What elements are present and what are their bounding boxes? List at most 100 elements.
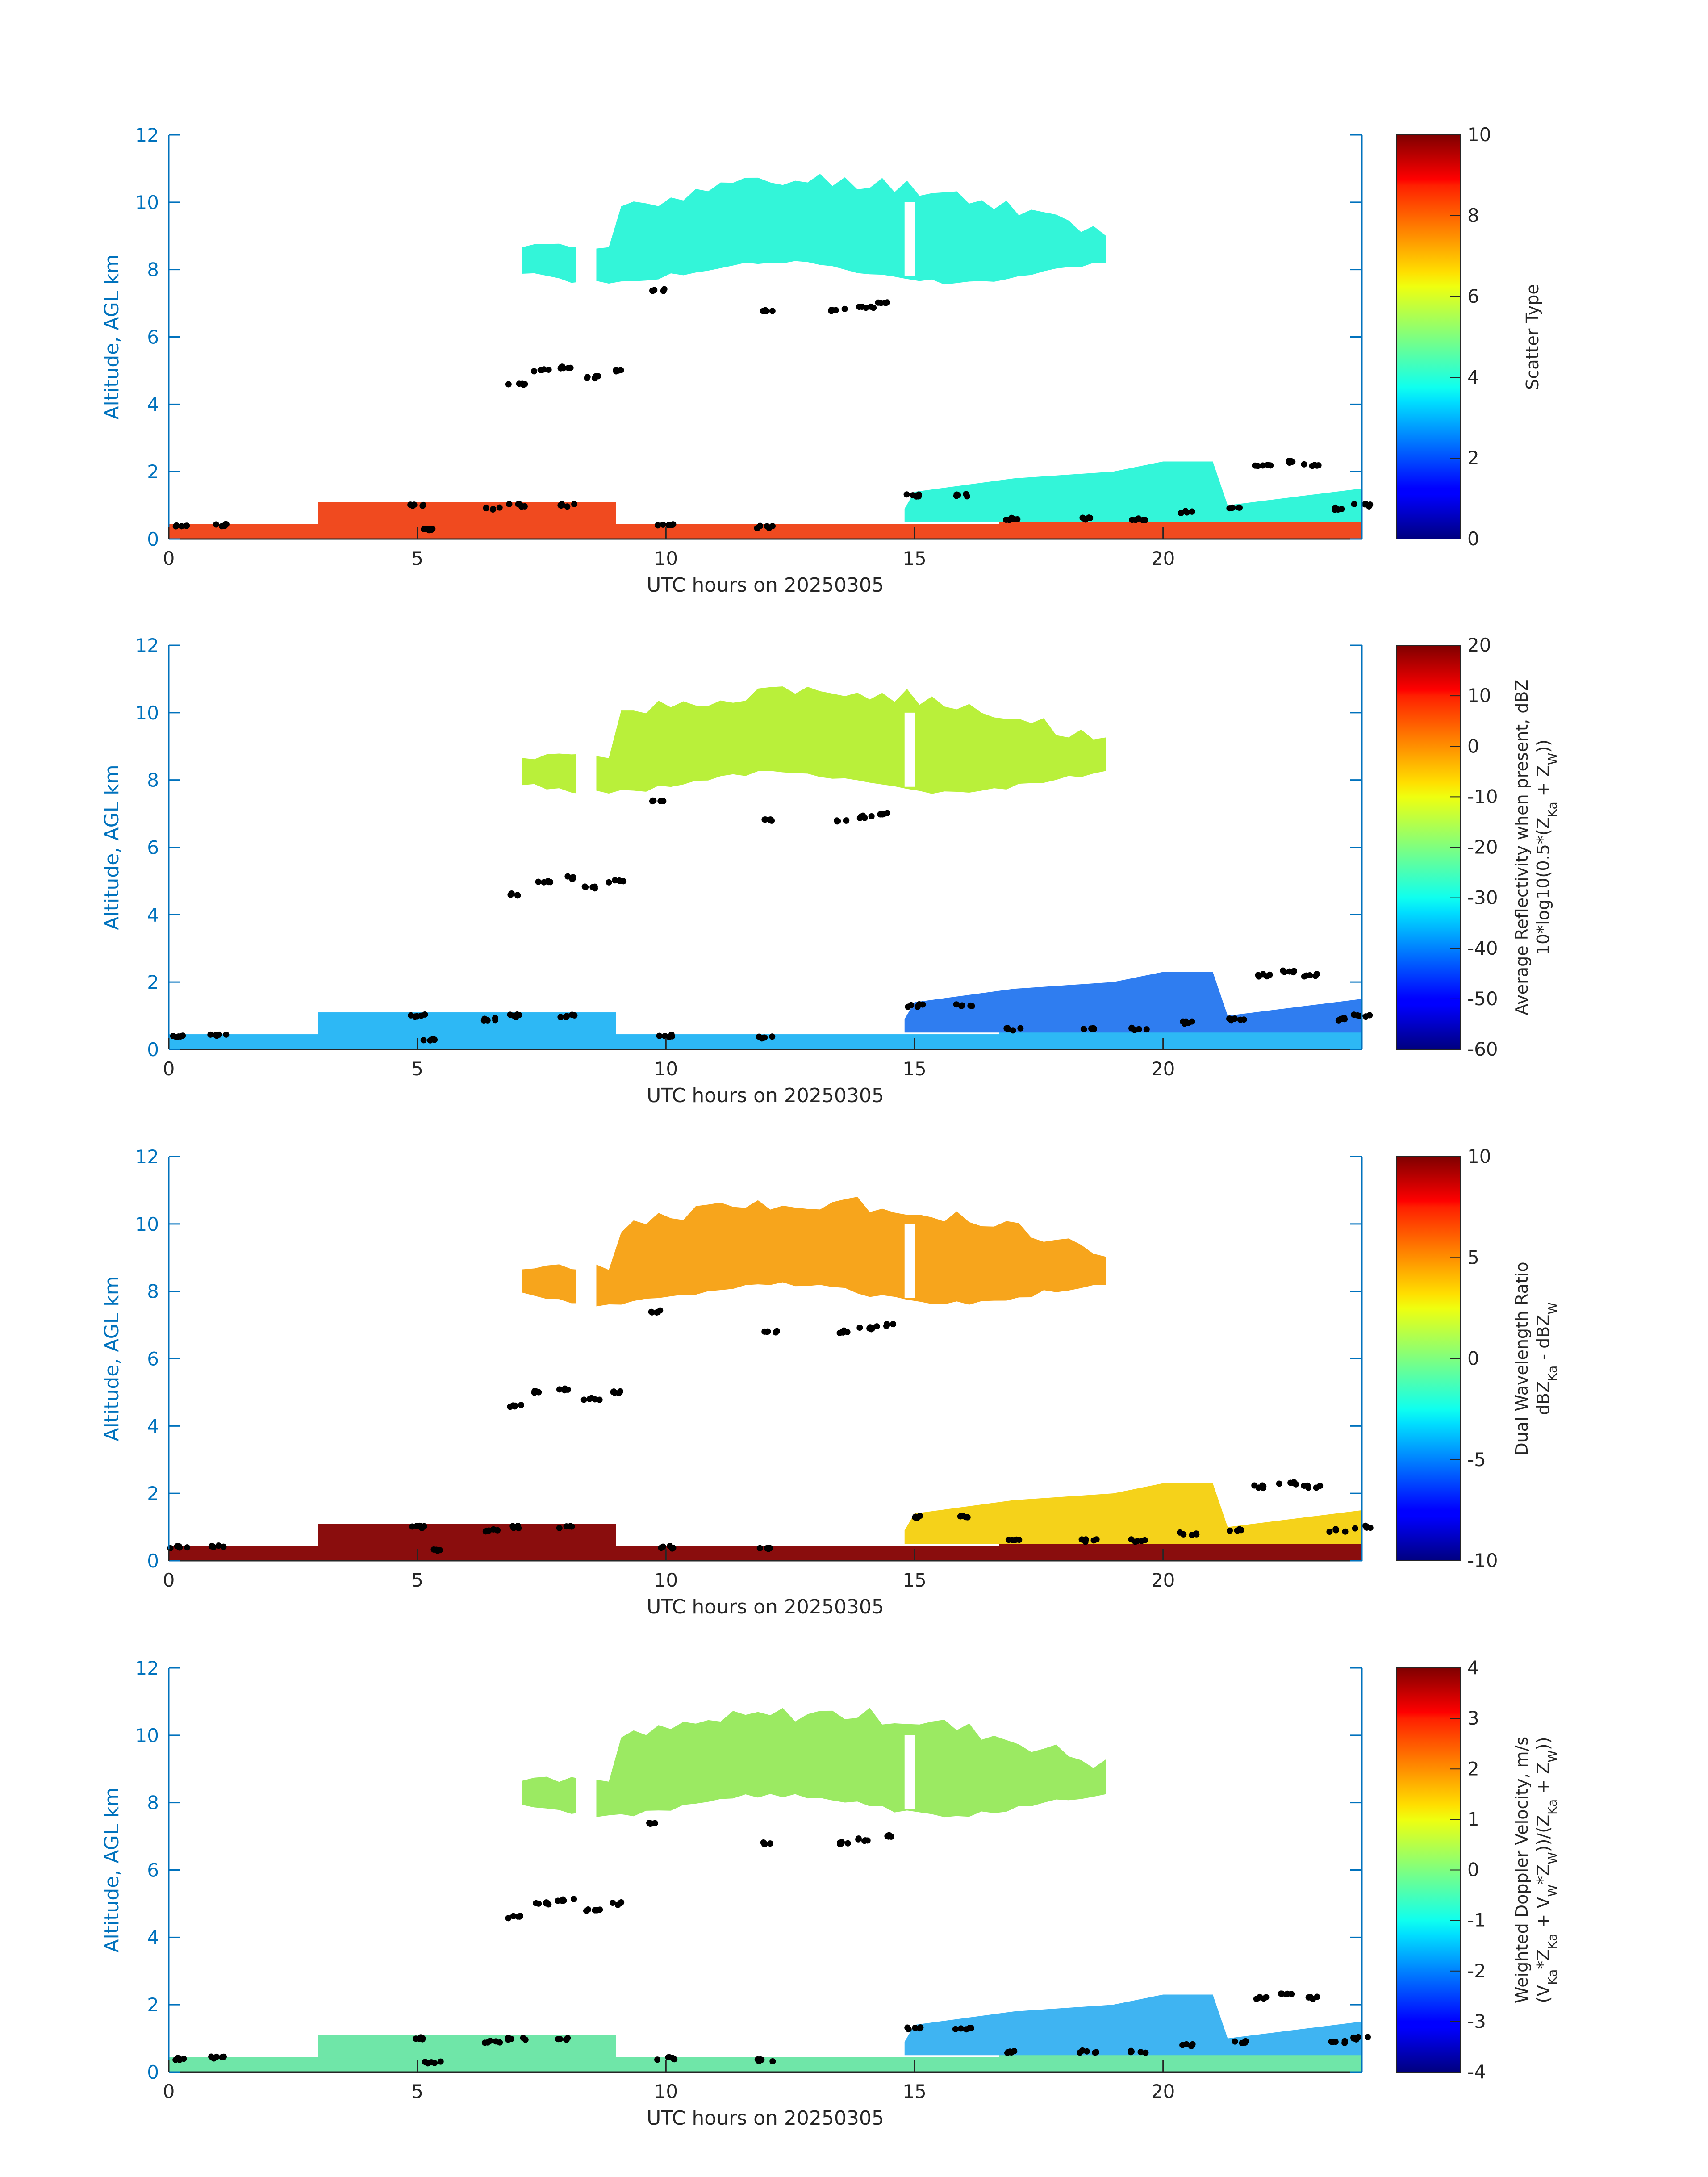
- cloud-base-point: [1189, 1018, 1195, 1025]
- cloud-base-point: [1288, 459, 1295, 465]
- cloud-base-point: [184, 1544, 191, 1551]
- y-tick-label: 2: [147, 461, 159, 483]
- x-tick-label: 0: [163, 547, 175, 569]
- colorbar-tick-label: -60: [1467, 1038, 1498, 1060]
- y-tick-label: 8: [147, 259, 159, 281]
- colorbar-tick-label: 5: [1467, 1246, 1479, 1268]
- cloud-base-point: [180, 2056, 187, 2062]
- cloud-base-point: [756, 1545, 763, 1551]
- cloud-base-point: [1341, 2039, 1348, 2046]
- cloud-base-point: [519, 380, 526, 387]
- cloud-base-point: [567, 1523, 574, 1529]
- upper-cloud-gap: [904, 1735, 915, 1809]
- cloud-base-point: [1141, 1537, 1148, 1543]
- colorbar-label: Dual Wavelength Ratio: [1512, 1262, 1532, 1455]
- axes: 0 2 4 6 8 10 12 0 5 10 15 20 Altitude, AGL km UTC hou…: [100, 1146, 1363, 1618]
- cloud-base-point: [649, 287, 656, 294]
- y-tick-label: 8: [147, 1281, 159, 1303]
- cloud-base-point: [953, 493, 960, 499]
- x-tick-label: 5: [411, 1569, 423, 1591]
- upper-cloud-gap: [904, 1224, 915, 1298]
- cloud-base-point: [1259, 1482, 1266, 1489]
- cloud-base-point: [654, 2056, 661, 2063]
- low-layer-band: [318, 502, 616, 526]
- cloud-base-point: [957, 1513, 964, 1520]
- upper-cloud-gap: [576, 740, 597, 797]
- cloud-base-point: [539, 367, 545, 373]
- cloud-base-point: [754, 525, 760, 531]
- cloud-base-point: [963, 1514, 969, 1521]
- y-tick-label: 12: [135, 1657, 159, 1679]
- cloud-base-point: [1227, 1527, 1233, 1534]
- cloud-base-point: [763, 308, 770, 314]
- low-layer-band: [318, 2035, 616, 2059]
- cloud-base-point: [914, 1003, 921, 1010]
- y-tick-label: 12: [135, 1146, 159, 1168]
- cloud-base-point: [773, 1328, 780, 1334]
- colorbar-label: Weighted Doppler Velocity, m/s: [1512, 1737, 1532, 2003]
- cloud-base-point: [220, 2053, 227, 2060]
- cloud-base-point: [583, 1907, 589, 1914]
- cloud-base-point: [213, 1032, 219, 1038]
- cloud-base-point: [861, 815, 868, 821]
- cloud-base-point: [490, 506, 497, 513]
- cloud-base-point: [834, 818, 841, 825]
- cloud-base-point: [916, 2025, 923, 2032]
- cloud-base-point: [1364, 2034, 1371, 2040]
- y-tick-label: 8: [147, 769, 159, 791]
- cloud-base-point: [958, 1003, 965, 1009]
- cloud-base-point: [1017, 1025, 1024, 1032]
- colorbar-tick-label: 10: [1467, 685, 1491, 706]
- cloud-base-point: [1281, 969, 1288, 975]
- data-fields: [169, 1708, 1362, 2072]
- cloud-base-point: [596, 1396, 603, 1403]
- low-cloud-top-field: [904, 461, 1362, 522]
- colorbar-label-formula: dBZKa - dBZW: [1533, 1302, 1560, 1415]
- cloud-base-point: [656, 1032, 663, 1039]
- x-axis-label: UTC hours on 20250305: [647, 1084, 884, 1107]
- cloud-base-point: [1264, 462, 1271, 468]
- cloud-base-point: [1301, 973, 1307, 980]
- y-axis-label: Altitude, AGL km: [100, 254, 123, 419]
- x-tick-label: 0: [163, 1569, 175, 1591]
- upper-cloud-gap: [576, 1251, 597, 1308]
- colorbar-label-formula: 10*log10(0.5*(ZKa + ZW)): [1533, 740, 1560, 955]
- cloud-base-point: [516, 1012, 522, 1019]
- cloud-base-point: [1006, 2048, 1013, 2055]
- upper-cloud-field: [522, 686, 1106, 794]
- cloud-base-point: [1252, 462, 1258, 469]
- cloud-base-point: [434, 1547, 441, 1554]
- cloud-base-point: [616, 877, 622, 884]
- cloud-base-point: [213, 2053, 220, 2060]
- cloud-base-point: [968, 2025, 974, 2031]
- cloud-base-point: [890, 1321, 897, 1328]
- cloud-base-point: [556, 2036, 563, 2043]
- cloud-base-point: [558, 502, 564, 509]
- cloud-base-point: [666, 1034, 672, 1040]
- colorbar-tick-label: -20: [1467, 836, 1498, 858]
- cloud-base-point: [569, 876, 576, 882]
- y-tick-label: 10: [135, 1213, 159, 1235]
- cloud-base-point: [1003, 517, 1010, 523]
- cloud-base-point: [1315, 462, 1322, 469]
- upper-cloud-gap: [904, 712, 915, 787]
- cloud-base-point: [769, 308, 776, 314]
- cloud-base-point: [1240, 1016, 1247, 1023]
- cloud-base-point: [522, 2036, 529, 2043]
- cloud-base-point: [510, 1913, 517, 1919]
- cloud-base-point: [506, 501, 513, 507]
- cloud-base-point: [571, 1896, 577, 1902]
- colorbar: 4 3 2 1 0 -1 -2 -3 -4 Weighted Doppler Velocity, …: [1396, 1657, 1560, 2083]
- cloud-base-point: [1266, 971, 1273, 978]
- cloud-base-point: [223, 1031, 230, 1038]
- cloud-base-point: [855, 1836, 862, 1843]
- colorbar-tick-label: -10: [1467, 786, 1498, 807]
- cloud-base-markers: [167, 1307, 1374, 1554]
- colorbar-tick-label: -4: [1467, 2061, 1486, 2083]
- y-axis-label: Altitude, AGL km: [100, 1787, 123, 1952]
- colorbar-tick-label: -2: [1467, 1960, 1486, 1982]
- cloud-base-point: [437, 2058, 444, 2065]
- x-tick-label: 15: [902, 1569, 926, 1591]
- colorbar-tick-label: 2: [1467, 447, 1479, 469]
- label-part: *Z: [1533, 1949, 1553, 1969]
